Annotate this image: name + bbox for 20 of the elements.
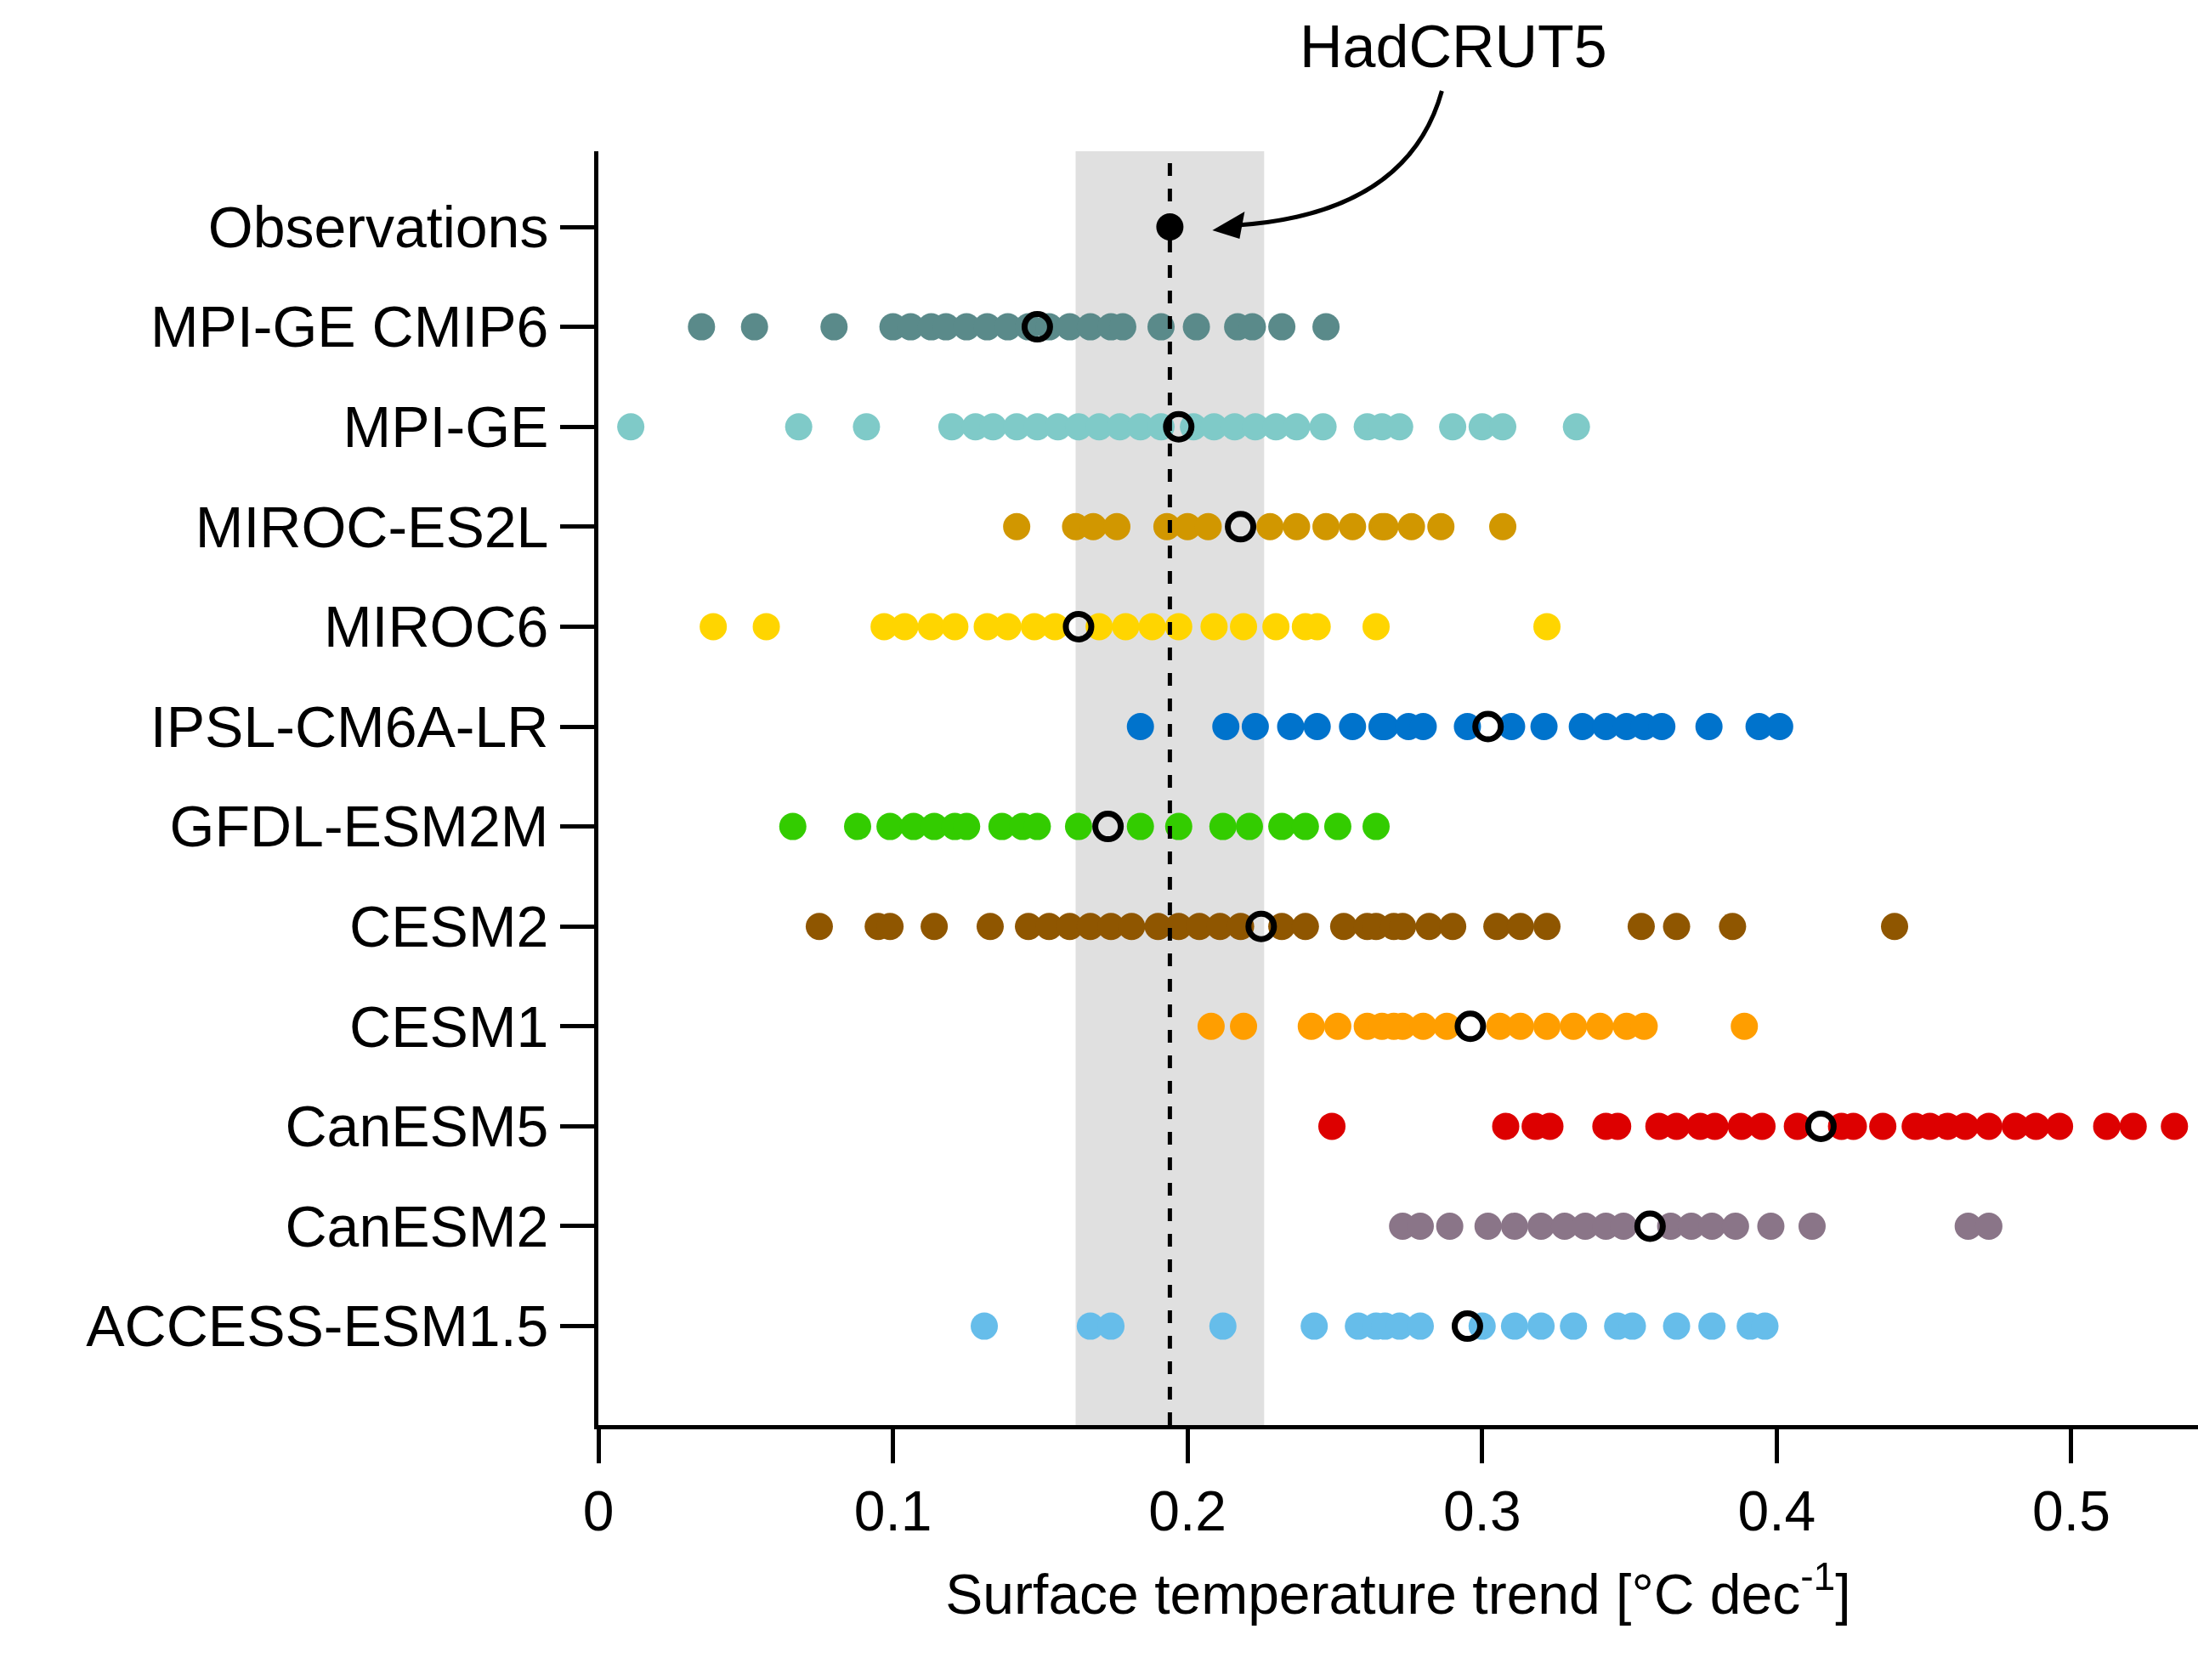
x-tick-label: 0.3 [1442, 1479, 1521, 1543]
x-axis-title: Surface temperature trend [°C dec$^{-1}$] [945, 1554, 1851, 1626]
y-tick-label: CanESM2 [285, 1193, 549, 1259]
x-tick-label: 0.5 [2032, 1479, 2110, 1543]
y-tick-label: MIROC-ES2L [195, 494, 549, 559]
y-tick-label: GFDL-ESM2M [169, 794, 549, 859]
y-tick-label: CanESM5 [285, 1094, 549, 1159]
y-tick-label: CESM2 [349, 893, 549, 959]
y-tick-label: Observations [207, 194, 549, 259]
text: HadCRUT5 [1300, 14, 1607, 80]
y-tick-label: MPI-GE CMIP6 [150, 294, 549, 359]
x-tick-label: 0.2 [1148, 1479, 1227, 1543]
x-tick-label: 0.4 [1737, 1479, 1816, 1543]
y-tick-label: MPI-GE [343, 394, 549, 460]
y-tick-label: IPSL-CM6A-LR [150, 693, 549, 759]
y-tick-label: CESM1 [349, 993, 549, 1059]
y-tick-label: ACCESS-ESM1.5 [86, 1293, 549, 1359]
y-tick-label: MIROC6 [323, 594, 549, 659]
x-tick-label: 0 [582, 1479, 615, 1543]
x-tick-label: 0.1 [853, 1479, 932, 1543]
